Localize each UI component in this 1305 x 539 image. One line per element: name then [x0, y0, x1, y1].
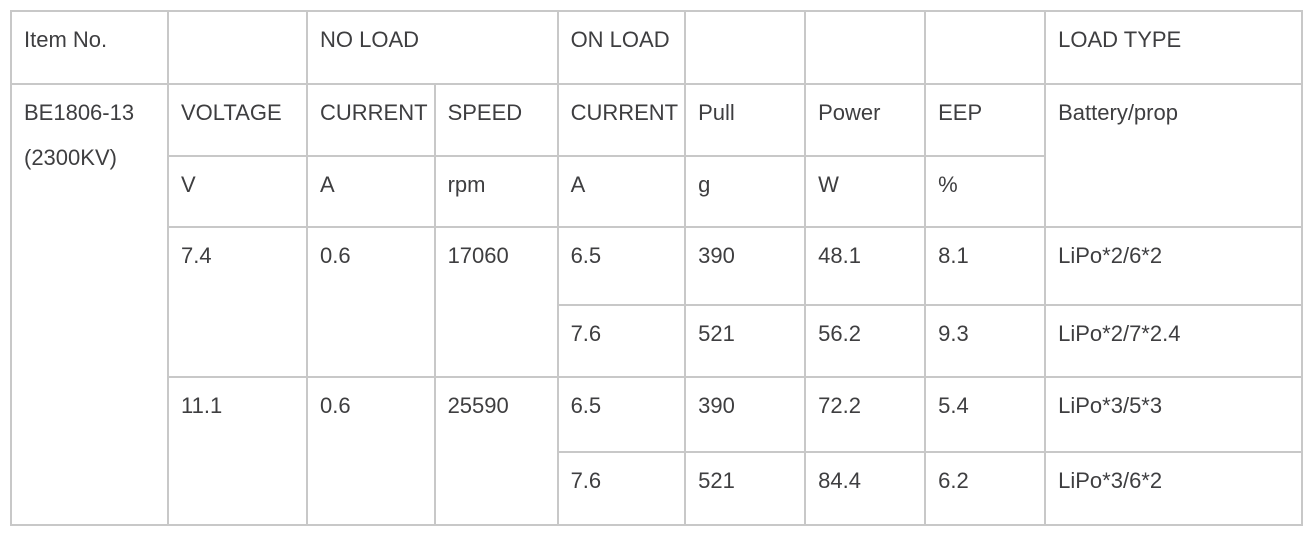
motor-spec-table: Item No. NO LOAD ON LOAD LOAD TYPE BE180…: [10, 10, 1304, 526]
data-row: 11.1 0.6 25590 6.5 390 72.2 5.4 LiPo*3/5…: [11, 376, 1304, 526]
cell-g2-no-load-current: 0.6: [306, 376, 436, 526]
cell-g1t2-power: 56.2: [804, 304, 927, 378]
cell-g2t1-power: 72.2: [804, 376, 927, 453]
cell-g1t1-eep: 8.1: [924, 226, 1047, 306]
cell-g2t1-pull: 390: [684, 376, 807, 453]
header-empty-voltage: [167, 10, 308, 85]
header-row: Item No. NO LOAD ON LOAD LOAD TYPE: [10, 10, 1304, 85]
data-row: 7.6 521 84.4 6.2 LiPo*3/6*2: [11, 451, 1304, 526]
header-on-load: ON LOAD: [556, 10, 687, 85]
col-current-on-load: CURRENT: [556, 83, 687, 157]
header-load-type: LOAD TYPE: [1044, 10, 1304, 85]
header-empty-eep: [924, 10, 1047, 85]
header-item-no: Item No.: [10, 10, 169, 85]
header-empty-power: [804, 10, 927, 85]
model-kv: (2300KV): [24, 145, 117, 170]
cell-g1t1-battery: LiPo*2/6*2: [1044, 226, 1304, 306]
unit-pull: g: [684, 155, 807, 228]
cell-g1t1-power: 48.1: [804, 226, 927, 306]
data-row: 7.4 0.6 17060 6.5 390 48.1 8.1 LiPo*2/6*…: [11, 226, 1304, 378]
header-no-load: NO LOAD: [306, 10, 559, 85]
cell-g1t2-battery: LiPo*2/7*2.4: [1044, 304, 1304, 378]
col-voltage: VOLTAGE: [167, 83, 308, 157]
unit-eep: %: [924, 155, 1047, 228]
model-cell: BE1806-13 (2300KV): [10, 83, 169, 526]
cell-g1t2-eep: 9.3: [924, 304, 1047, 378]
col-current-no-load: CURRENT: [306, 83, 436, 157]
cell-g1-voltage: 7.4: [167, 226, 308, 378]
cell-g2t2-power: 84.4: [804, 451, 927, 526]
unit-current-on-load: A: [556, 155, 687, 228]
cell-g1-speed: 17060: [433, 226, 559, 378]
cell-g2t1-battery: LiPo*3/5*3: [1044, 376, 1304, 453]
cell-g2t2-battery: LiPo*3/6*2: [1044, 451, 1304, 526]
cell-g1t2-current: 7.6: [556, 304, 687, 378]
cell-g2t2-pull: 521: [684, 451, 807, 526]
col-power: Power: [804, 83, 927, 157]
unit-current-no-load: A: [306, 155, 436, 228]
cell-g1t1-pull: 390: [684, 226, 807, 306]
cell-g2t1-current: 6.5: [556, 376, 687, 453]
cell-g2-voltage: 11.1: [167, 376, 308, 526]
unit-voltage: V: [167, 155, 308, 228]
cell-g1-no-load-current: 0.6: [306, 226, 436, 378]
unit-power: W: [804, 155, 927, 228]
cell-g1t1-current: 6.5: [556, 226, 687, 306]
column-label-row: BE1806-13 (2300KV) VOLTAGE CURRENT SPEED…: [10, 83, 1304, 526]
cell-g2t1-eep: 5.4: [924, 376, 1047, 453]
col-speed: SPEED: [433, 83, 559, 157]
units-row: V A rpm A g W %: [11, 155, 1302, 228]
cell-g2t2-eep: 6.2: [924, 451, 1047, 526]
data-row: 7.6 521 56.2 9.3 LiPo*2/7*2.4: [11, 304, 1304, 378]
col-battery-prop: Battery/prop: [1044, 83, 1304, 228]
cell-g2-speed: 25590: [433, 376, 559, 526]
col-pull: Pull: [684, 83, 807, 157]
model-name: BE1806-13: [24, 100, 135, 125]
cell-g2t2-current: 7.6: [556, 451, 687, 526]
header-empty-pull: [684, 10, 807, 85]
cell-g1t2-pull: 521: [684, 304, 807, 378]
col-eep: EEP: [924, 83, 1047, 157]
unit-speed: rpm: [433, 155, 559, 228]
